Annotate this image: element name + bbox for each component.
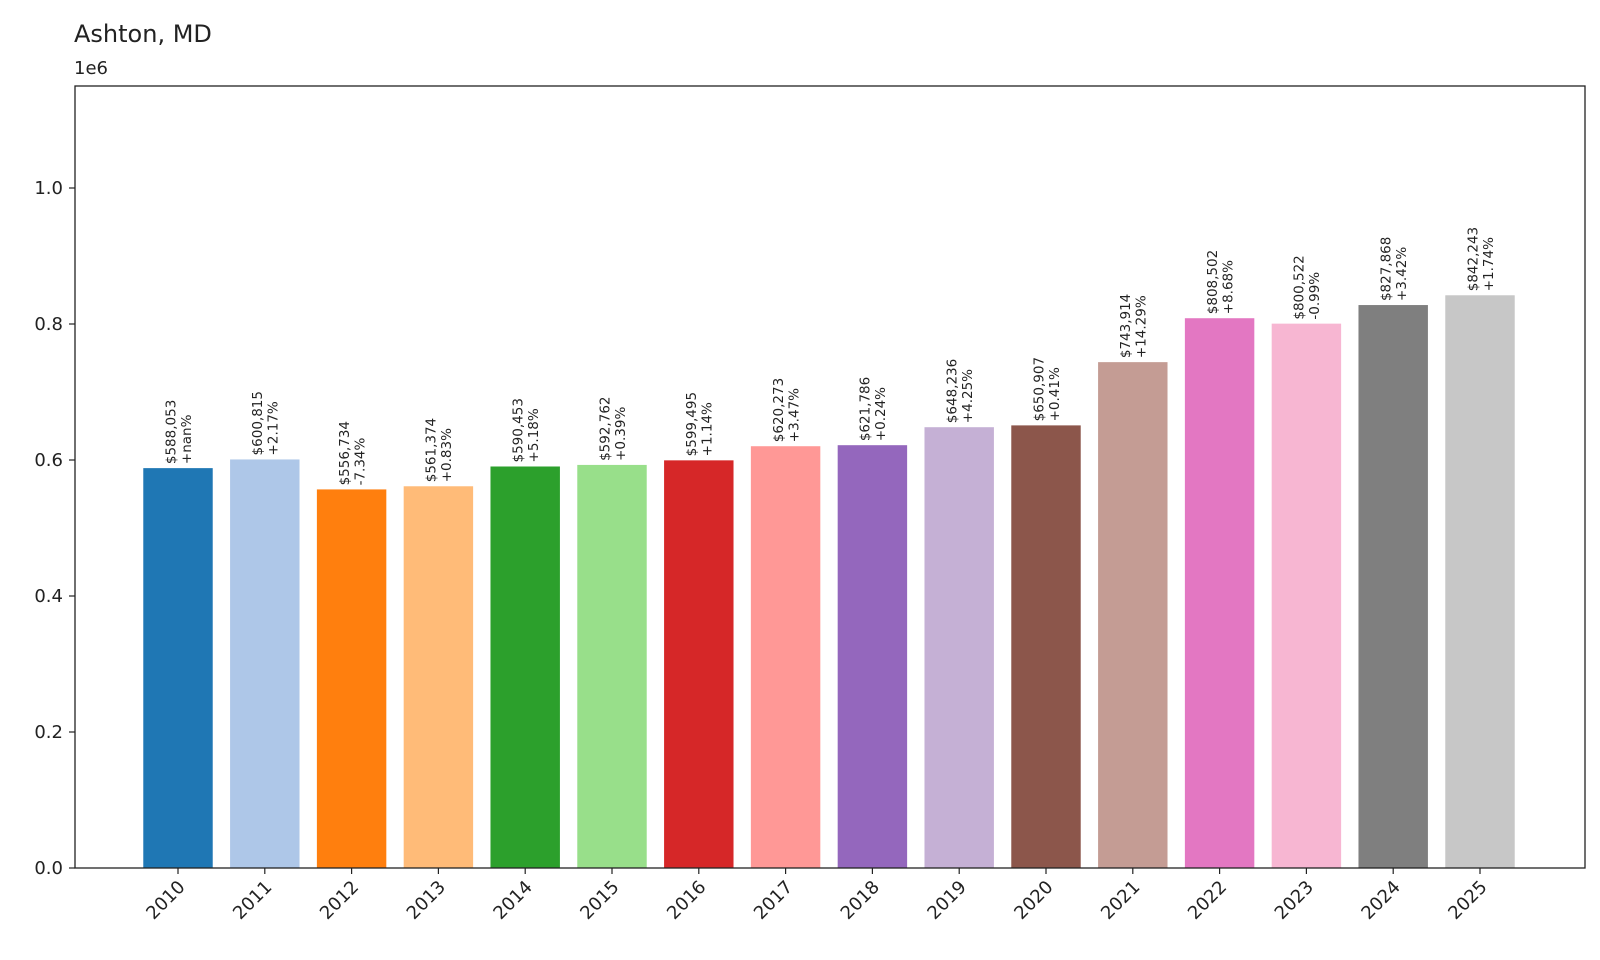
x-tick-label-2021: 2021: [1097, 877, 1144, 924]
y-tick-label: 0.0: [34, 858, 63, 879]
x-tick-label-2023: 2023: [1271, 877, 1318, 924]
value-label-2020: $650,907+0.41%: [1031, 357, 1063, 421]
value-label-2023: $800,522-0.99%: [1292, 255, 1324, 319]
x-tick-label-2018: 2018: [837, 877, 884, 924]
value-label-2014: $590,453+5.18%: [510, 398, 542, 462]
value-label-2021: $743,914+14.29%: [1118, 294, 1150, 358]
value-labels-group: $588,053+nan% $600,815+2.17% $556,734-7.34…: [163, 227, 1497, 486]
bar-2016: [664, 460, 734, 868]
bar-2017: [750, 446, 821, 868]
value-label-2011: $600,815+2.17%: [250, 391, 282, 455]
bar-2020: [1011, 425, 1081, 868]
bar-2021: [1098, 362, 1168, 868]
x-tick-label-2011: 2011: [229, 877, 276, 924]
y-tick-label: 0.8: [34, 314, 63, 335]
value-label-2017: $620,273+3.47%: [771, 378, 803, 442]
x-tick-label-2019: 2019: [923, 877, 970, 924]
value-label-2016: $599,495+1.14%: [684, 392, 716, 456]
value-label-2010: $588,053+nan%: [163, 400, 195, 464]
y-tick-label: 0.2: [34, 722, 63, 743]
bar-2013: [403, 486, 474, 868]
bar-2011: [230, 459, 300, 868]
bar-2024: [1358, 305, 1428, 868]
bar-2012: [316, 489, 387, 868]
x-tick-label-2016: 2016: [663, 877, 710, 924]
bar-2018: [837, 445, 908, 868]
x-tick-label-2022: 2022: [1184, 877, 1231, 924]
bar-2014: [490, 466, 560, 868]
y-tick-label: 1.0: [34, 178, 63, 199]
bar-2025: [1445, 295, 1515, 868]
x-tick-label-2014: 2014: [489, 877, 536, 924]
bar-2023: [1271, 323, 1342, 869]
x-tick-label-2015: 2015: [576, 877, 623, 924]
x-axis: 2010 2011 2012 2013 2014 2015 2016 2017 2018 2019…: [142, 868, 1492, 924]
x-tick-label-2010: 2010: [142, 877, 189, 924]
y-axis-offset-label: 1e6: [74, 58, 108, 79]
x-tick-label-2017: 2017: [750, 877, 797, 924]
bar-2019: [924, 427, 994, 868]
y-axis: 0.0 0.2 0.4 0.6 0.8 1.0: [34, 178, 75, 879]
y-tick-label: 0.6: [34, 450, 63, 471]
bar-2015: [577, 464, 647, 868]
plot-frame: [74, 85, 1586, 869]
x-tick-label-2012: 2012: [316, 877, 363, 924]
value-label-2015: $592,762+0.39%: [597, 396, 629, 460]
value-label-2018: $621,786+0.24%: [858, 377, 890, 441]
y-tick-label: 0.4: [34, 586, 63, 607]
bars-group: [143, 295, 1515, 869]
x-tick-label-2020: 2020: [1010, 877, 1057, 924]
value-label-2025: $842,243+1.74%: [1465, 227, 1497, 291]
value-label-2024: $827,868+3.42%: [1378, 237, 1410, 301]
value-label-2022: $808,502+8.68%: [1205, 250, 1237, 314]
x-tick-label-2024: 2024: [1357, 877, 1404, 924]
bar-2010: [143, 468, 213, 868]
x-tick-label-2025: 2025: [1444, 877, 1491, 924]
x-tick-label-2013: 2013: [403, 877, 450, 924]
value-label-2012: $556,734-7.34%: [337, 421, 369, 485]
value-label-2013: $561,374+0.83%: [424, 418, 456, 482]
value-label-2019: $648,236+4.25%: [944, 359, 976, 423]
chart-title: Ashton, MD: [74, 20, 212, 48]
bar-2022: [1184, 318, 1255, 868]
